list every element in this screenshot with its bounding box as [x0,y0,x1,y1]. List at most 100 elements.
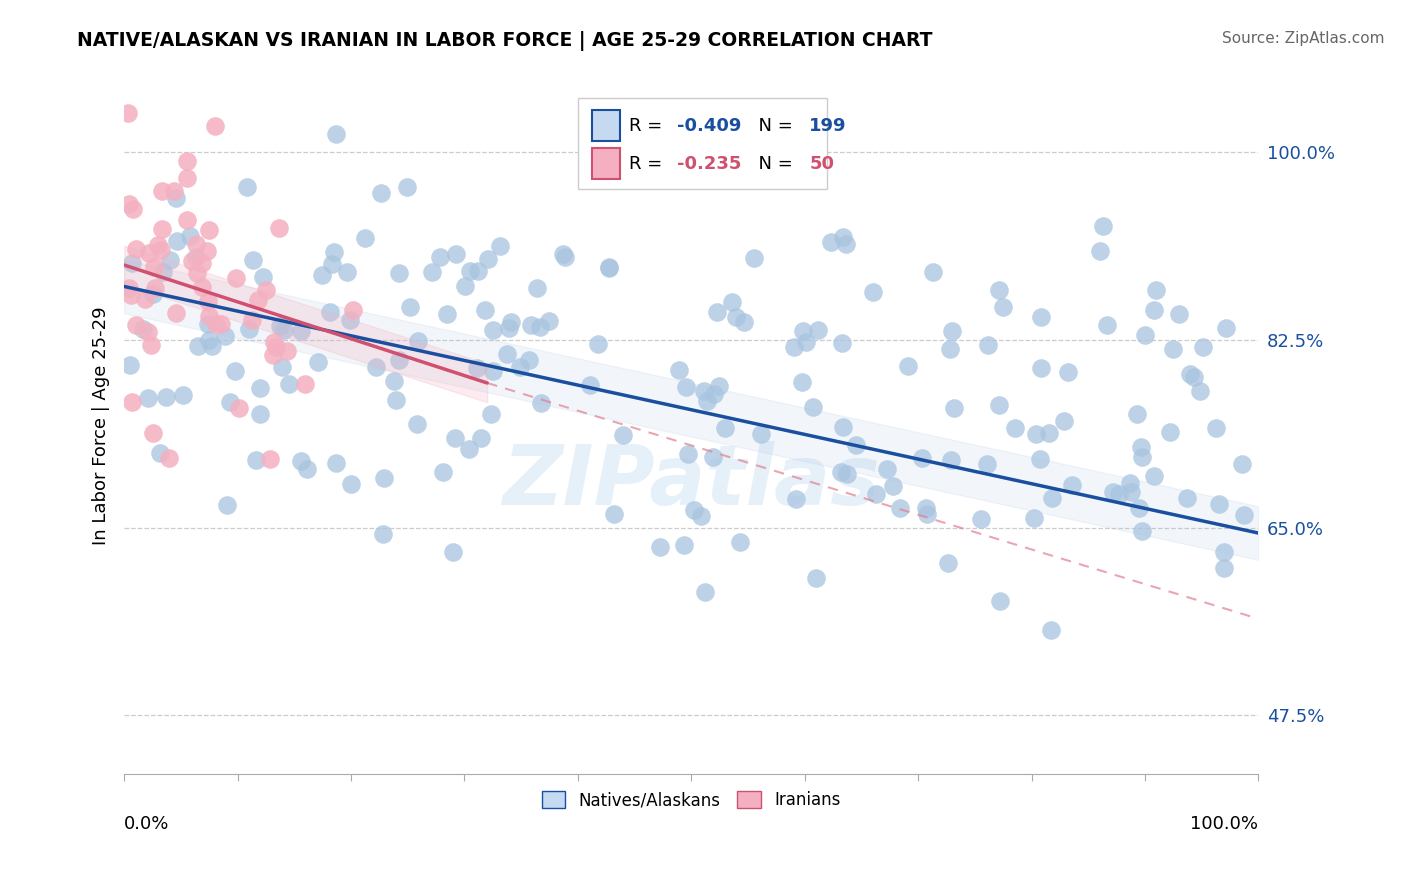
Point [120,358,142,372]
Point [120,288,142,302]
Point [197,317,219,331]
Point [987,398,1010,412]
Point [1130,524,1153,538]
Point [1128,501,1150,516]
Point [138,245,160,260]
Point [247,293,270,307]
Text: Source: ZipAtlas.com: Source: ZipAtlas.com [1222,31,1385,46]
Point [1038,426,1060,441]
Point [254,283,277,297]
Point [339,313,361,327]
Point [1119,475,1142,490]
Point [262,348,284,362]
Point [709,379,731,393]
Point [1029,360,1052,375]
Point [1119,485,1142,500]
Point [837,467,859,481]
Point [792,375,814,389]
Point [149,243,172,257]
Point [184,236,207,251]
Point [889,501,911,516]
Point [676,447,699,461]
FancyBboxPatch shape [592,148,620,179]
Point [612,428,634,442]
Point [1060,478,1083,492]
Point [721,295,744,310]
Point [865,487,887,501]
Point [668,363,690,377]
Point [395,179,418,194]
Point [429,250,451,264]
Point [242,253,264,268]
Point [1025,426,1047,441]
Point [970,512,993,526]
Point [976,457,998,471]
Point [382,374,405,388]
Point [150,185,173,199]
Point [1215,321,1237,335]
Point [269,221,291,235]
Point [530,395,553,409]
Point [526,281,548,295]
FancyBboxPatch shape [578,98,827,189]
Point [311,268,333,283]
Point [228,401,250,415]
Point [176,212,198,227]
Point [1092,219,1115,233]
Point [801,401,824,415]
Point [458,264,481,278]
Point [454,279,477,293]
Text: R =: R = [628,154,668,172]
Point [321,257,343,271]
Point [205,317,228,331]
Point [1040,624,1063,638]
Point [673,538,696,552]
Point [835,237,858,252]
Point [136,391,159,405]
Point [370,186,392,200]
Point [139,338,162,352]
Point [214,328,236,343]
Point [479,407,502,421]
Text: 0.0%: 0.0% [124,815,170,833]
Point [319,304,342,318]
Point [198,309,221,323]
Text: 50: 50 [810,154,834,172]
Point [498,320,520,334]
Point [1029,310,1052,324]
Point [586,336,609,351]
Point [322,245,344,260]
Point [554,250,576,264]
Point [520,318,543,332]
Point [444,247,467,261]
Point [1208,497,1230,511]
Point [238,322,260,336]
Point [121,202,143,216]
Point [915,501,938,516]
Point [235,180,257,194]
Point [496,347,519,361]
Point [443,431,465,445]
FancyBboxPatch shape [592,110,620,141]
Point [1159,425,1181,439]
Point [197,333,219,347]
Point [366,359,388,374]
Point [603,507,626,521]
Point [742,251,765,265]
Y-axis label: In Labor Force | Age 25-29: In Labor Force | Age 25-29 [93,307,110,545]
Point [897,359,920,373]
Point [714,421,737,435]
Point [121,255,143,269]
Point [993,300,1015,314]
Point [1167,307,1189,321]
Point [204,120,226,134]
Point [290,453,312,467]
Point [939,342,962,356]
Point [118,281,141,295]
Point [683,503,706,517]
Point [474,303,496,318]
Point [269,318,291,333]
Point [159,252,181,267]
Point [165,191,187,205]
Point [675,380,697,394]
